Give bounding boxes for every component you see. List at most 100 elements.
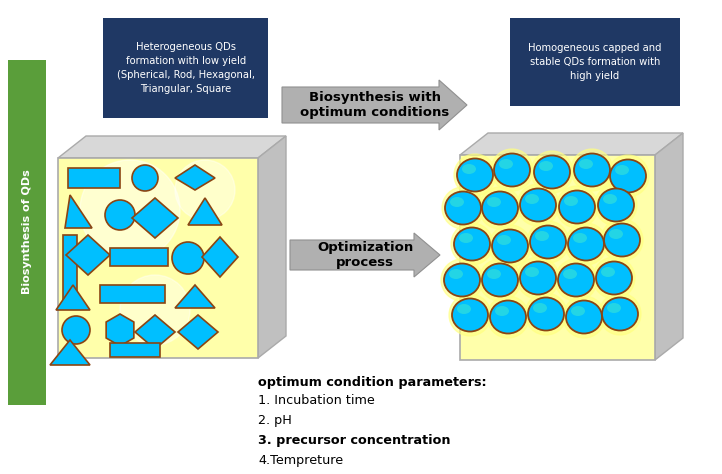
Bar [110,248,168,266]
FancyArrow shape [290,233,440,277]
Circle shape [62,316,90,344]
Circle shape [120,275,190,345]
Ellipse shape [559,191,595,224]
Ellipse shape [482,191,518,225]
Bar [68,168,120,188]
Ellipse shape [495,306,509,316]
Polygon shape [65,195,92,228]
Polygon shape [655,133,683,360]
Polygon shape [175,165,215,190]
Circle shape [599,293,641,335]
Bar [460,155,655,360]
Bar [63,235,77,305]
Circle shape [172,242,204,274]
Ellipse shape [454,228,490,261]
Ellipse shape [462,164,476,174]
Text: 4.Tempreture: 4.Tempreture [258,454,343,467]
Ellipse shape [563,269,577,279]
Circle shape [449,294,491,336]
Ellipse shape [534,155,570,189]
Polygon shape [58,136,286,158]
Ellipse shape [530,226,566,258]
Ellipse shape [596,262,632,294]
Circle shape [565,223,607,265]
Circle shape [441,259,483,301]
Circle shape [525,293,567,335]
Bar [58,158,258,358]
Ellipse shape [610,159,646,192]
Ellipse shape [494,154,530,186]
Ellipse shape [564,196,578,206]
Text: Biosynthesis of QDs: Biosynthesis of QDs [22,170,32,294]
Ellipse shape [457,304,471,314]
Circle shape [607,155,649,197]
Ellipse shape [573,233,587,243]
Ellipse shape [568,228,604,261]
Circle shape [555,259,597,301]
Circle shape [451,223,493,265]
Ellipse shape [603,194,617,204]
Ellipse shape [520,189,556,221]
Circle shape [491,149,533,191]
Ellipse shape [539,161,553,171]
Circle shape [489,225,531,267]
Ellipse shape [579,159,593,169]
Circle shape [479,187,521,229]
Circle shape [527,221,569,263]
Circle shape [517,184,559,226]
Ellipse shape [525,194,539,204]
Circle shape [105,200,135,230]
Polygon shape [106,314,134,346]
Ellipse shape [520,262,556,294]
Ellipse shape [574,154,610,186]
Polygon shape [66,235,110,275]
Ellipse shape [525,267,539,277]
Ellipse shape [445,191,481,225]
Text: 3. precursor concentration: 3. precursor concentration [258,434,451,447]
Polygon shape [132,198,178,238]
Ellipse shape [449,269,463,279]
FancyBboxPatch shape [103,18,268,118]
FancyArrow shape [282,80,467,130]
Polygon shape [178,315,218,349]
Ellipse shape [457,158,493,191]
Ellipse shape [459,233,473,243]
Ellipse shape [533,303,547,313]
Text: Heterogeneous QDs
formation with low yield
(Spherical, Rod, Hexagonal,
Triangula: Heterogeneous QDs formation with low yie… [117,42,255,94]
Ellipse shape [609,229,623,239]
Circle shape [175,160,235,220]
Circle shape [487,296,529,338]
Ellipse shape [490,301,526,334]
FancyBboxPatch shape [510,18,680,106]
Polygon shape [202,237,238,277]
Text: optimum condition parameters:: optimum condition parameters: [258,376,487,389]
Circle shape [442,187,484,229]
Ellipse shape [528,298,564,330]
Circle shape [517,257,559,299]
Ellipse shape [604,224,640,256]
Circle shape [601,219,643,261]
Polygon shape [175,285,215,308]
Circle shape [531,151,573,193]
Ellipse shape [497,235,511,245]
Text: Optimization
process: Optimization process [317,241,413,269]
Text: Biosynthesis with
optimum conditions: Biosynthesis with optimum conditions [300,91,450,119]
Circle shape [571,149,613,191]
Circle shape [595,184,637,226]
Ellipse shape [487,197,501,207]
Text: 2. pH: 2. pH [258,414,292,427]
Polygon shape [135,315,175,349]
Ellipse shape [499,159,513,169]
Ellipse shape [487,269,501,279]
Ellipse shape [598,189,634,221]
Ellipse shape [601,267,615,277]
Circle shape [454,154,496,196]
Ellipse shape [566,301,602,334]
Circle shape [132,165,158,191]
Ellipse shape [615,165,629,175]
Ellipse shape [602,298,638,330]
Circle shape [479,259,521,301]
Ellipse shape [452,299,488,331]
Bar [8,60,46,405]
Circle shape [80,160,180,260]
